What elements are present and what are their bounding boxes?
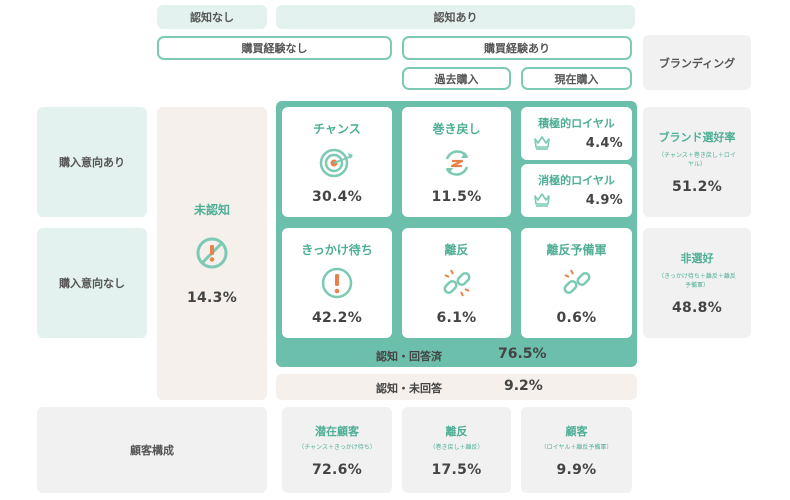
card-passive-loyal-title: 消極的ロイヤル (538, 174, 615, 187)
row-composition: 顧客構成 (37, 407, 267, 493)
aware-unanswered-value: 9.2% (504, 378, 543, 394)
target-icon (319, 147, 355, 179)
card-waiting: きっかけ待ち 42.2% (282, 228, 392, 338)
card-active-loyal-value: 4.4% (585, 136, 623, 151)
composition-customer-title: 顧客 (565, 424, 588, 438)
aware-answered-label: 認知・回答済 (376, 350, 442, 363)
card-churn-reserve: 離反予備軍 0.6% (521, 228, 632, 338)
header-unaware: 認知なし (157, 5, 267, 29)
card-churn-reserve-value: 0.6% (556, 309, 597, 326)
composition-customer-note: （ロイヤル＋離反予備軍） (540, 443, 613, 451)
card-passive-loyal-value: 4.9% (585, 193, 623, 208)
broken-chain-icon (560, 266, 594, 300)
composition-potential-note: （チャンス＋きっかけ待ち） (298, 443, 376, 451)
card-rewind: 巻き戻し 11.5% (402, 107, 511, 217)
header-branding: ブランディング (643, 35, 751, 90)
card-active-loyal-title: 積極的ロイヤル (538, 117, 615, 130)
branding-non-preferred-title: 非選好 (680, 252, 714, 265)
aware-answered-value: 76.5% (498, 346, 547, 362)
card-waiting-title: きっかけ待ち (301, 242, 373, 257)
card-passive-loyal: 消極的ロイヤル 4.9% (521, 164, 632, 217)
unaware-value: 14.3% (186, 290, 238, 306)
aware-unanswered-label: 認知・未回答 (376, 382, 442, 395)
no-entry-exclamation-icon (195, 236, 229, 270)
card-chance: チャンス 30.4% (282, 107, 392, 217)
card-churn: 離反 6.1% (402, 228, 511, 338)
card-chance-title: チャンス (313, 121, 361, 136)
card-churn-reserve-title: 離反予備軍 (546, 242, 607, 257)
branding-preferred: ブランド選好率 （チャンス＋巻き戻し＋ロイヤル） 51.2% (643, 107, 751, 217)
aware-answered-total: 認知・回答済 76.5% (276, 343, 637, 367)
card-churn-value: 6.1% (436, 309, 477, 326)
composition-customer: 顧客 （ロイヤル＋離反予備軍） 9.9% (521, 407, 632, 493)
card-chance-value: 30.4% (311, 188, 363, 205)
header-current-purchase: 現在購入 (521, 67, 632, 90)
branding-preferred-note: （チャンス＋巻き戻し＋ロイヤル） (658, 152, 736, 168)
row-with-intent: 購入意向あり (37, 107, 147, 217)
branding-non-preferred: 非選好 （きっかけ待ち＋離反＋離反予備軍） 48.8% (643, 228, 751, 338)
composition-customer-value: 9.9% (556, 461, 597, 478)
card-rewind-title: 巻き戻し (432, 121, 481, 136)
row-without-intent: 購入意向なし (37, 228, 147, 338)
composition-potential-title: 潜在顧客 (315, 424, 359, 438)
exclamation-circle-icon (320, 266, 354, 300)
unaware-label: 未認知 (193, 203, 230, 217)
branding-non-preferred-note: （きっかけ待ち＋離反＋離反予備軍） (658, 273, 736, 289)
broken-chain-icon (440, 266, 474, 300)
rewind-cycle-icon (441, 147, 473, 179)
card-waiting-value: 42.2% (311, 309, 363, 326)
card-churn-title: 離反 (444, 242, 469, 257)
composition-churn-value: 17.5% (431, 461, 482, 478)
branding-preferred-value: 51.2% (671, 179, 723, 195)
composition-potential: 潜在顧客 （チャンス＋きっかけ待ち） 72.6% (282, 407, 392, 493)
composition-churn: 離反 （巻き戻し＋離反） 17.5% (402, 407, 511, 493)
branding-non-preferred-value: 48.8% (671, 300, 723, 316)
branding-preferred-title: ブランド選好率 (658, 131, 736, 144)
header-no-purchase-experience: 購買経験なし (157, 36, 392, 60)
crown-icon (534, 136, 550, 150)
card-active-loyal: 積極的ロイヤル 4.4% (521, 107, 632, 160)
header-past-purchase: 過去購入 (402, 67, 511, 90)
composition-churn-title: 離反 (445, 424, 468, 438)
composition-potential-value: 72.6% (311, 461, 363, 478)
crown-icon (534, 193, 550, 207)
header-purchase-experience: 購買経験あり (402, 36, 632, 60)
header-aware: 認知あり (276, 5, 635, 29)
composition-churn-note: （巻き戻し＋離反） (429, 443, 484, 451)
unaware-block: 未認知 14.3% (157, 107, 267, 400)
aware-unanswered: 認知・未回答 9.2% (276, 374, 637, 400)
card-rewind-value: 11.5% (431, 188, 482, 205)
